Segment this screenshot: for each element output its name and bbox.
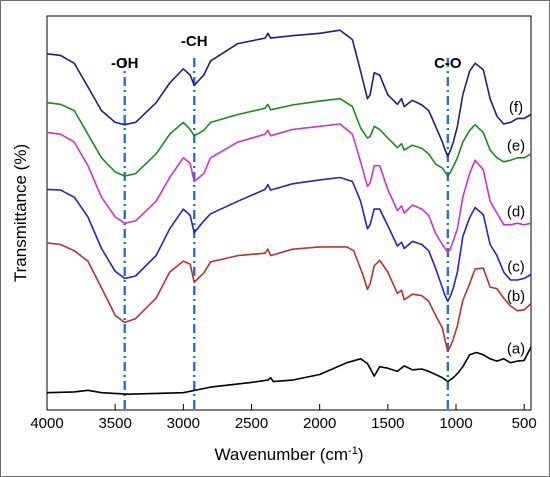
x-tick-label-3500: 3500 <box>98 415 131 432</box>
annotation-0: -OH <box>111 55 139 72</box>
x-tick-label-3000: 3000 <box>167 415 200 432</box>
x-axis-title-main: Wavenumber (cm <box>215 445 349 464</box>
x-tick-label-2000: 2000 <box>303 415 336 432</box>
x-tick-label-1500: 1500 <box>371 415 404 432</box>
x-axis-title-superscript: -1 <box>348 445 358 457</box>
x-tick-label-2500: 2500 <box>235 415 268 432</box>
x-axis-ticks: 4000 3500 3000 2500 2000 1500 1000 500 <box>30 404 537 432</box>
x-tick-label-1000: 1000 <box>439 415 472 432</box>
series-line-0 <box>46 346 532 395</box>
x-axis-title: Wavenumber (cm-1) <box>215 445 364 464</box>
series-line-2 <box>46 176 532 303</box>
annotation-1: -CH <box>181 33 208 50</box>
x-axis-title-suffix: ) <box>358 445 364 464</box>
series-lines <box>46 29 532 395</box>
annotation-2: C-O <box>434 55 462 72</box>
plot-area <box>46 15 532 411</box>
series-line-5 <box>46 29 532 158</box>
series-labels: (a) (b) (c) (d) (e) (f) <box>507 99 525 358</box>
series-label-2: (c) <box>507 258 525 275</box>
y-axis-title: Transmittance (%) <box>11 144 30 282</box>
series-label-1: (b) <box>507 288 525 305</box>
series-label-4: (e) <box>507 138 525 155</box>
annotations: -OH -CH C-O <box>111 33 462 72</box>
series-line-1 <box>46 242 532 352</box>
series-label-5: (f) <box>509 99 523 116</box>
series-label-0: (a) <box>507 340 525 357</box>
x-tick-label-500: 500 <box>512 415 537 432</box>
series-line-3 <box>46 123 532 254</box>
x-tick-label-4000: 4000 <box>30 415 63 432</box>
series-label-3: (d) <box>507 203 525 220</box>
series-line-4 <box>46 97 532 177</box>
